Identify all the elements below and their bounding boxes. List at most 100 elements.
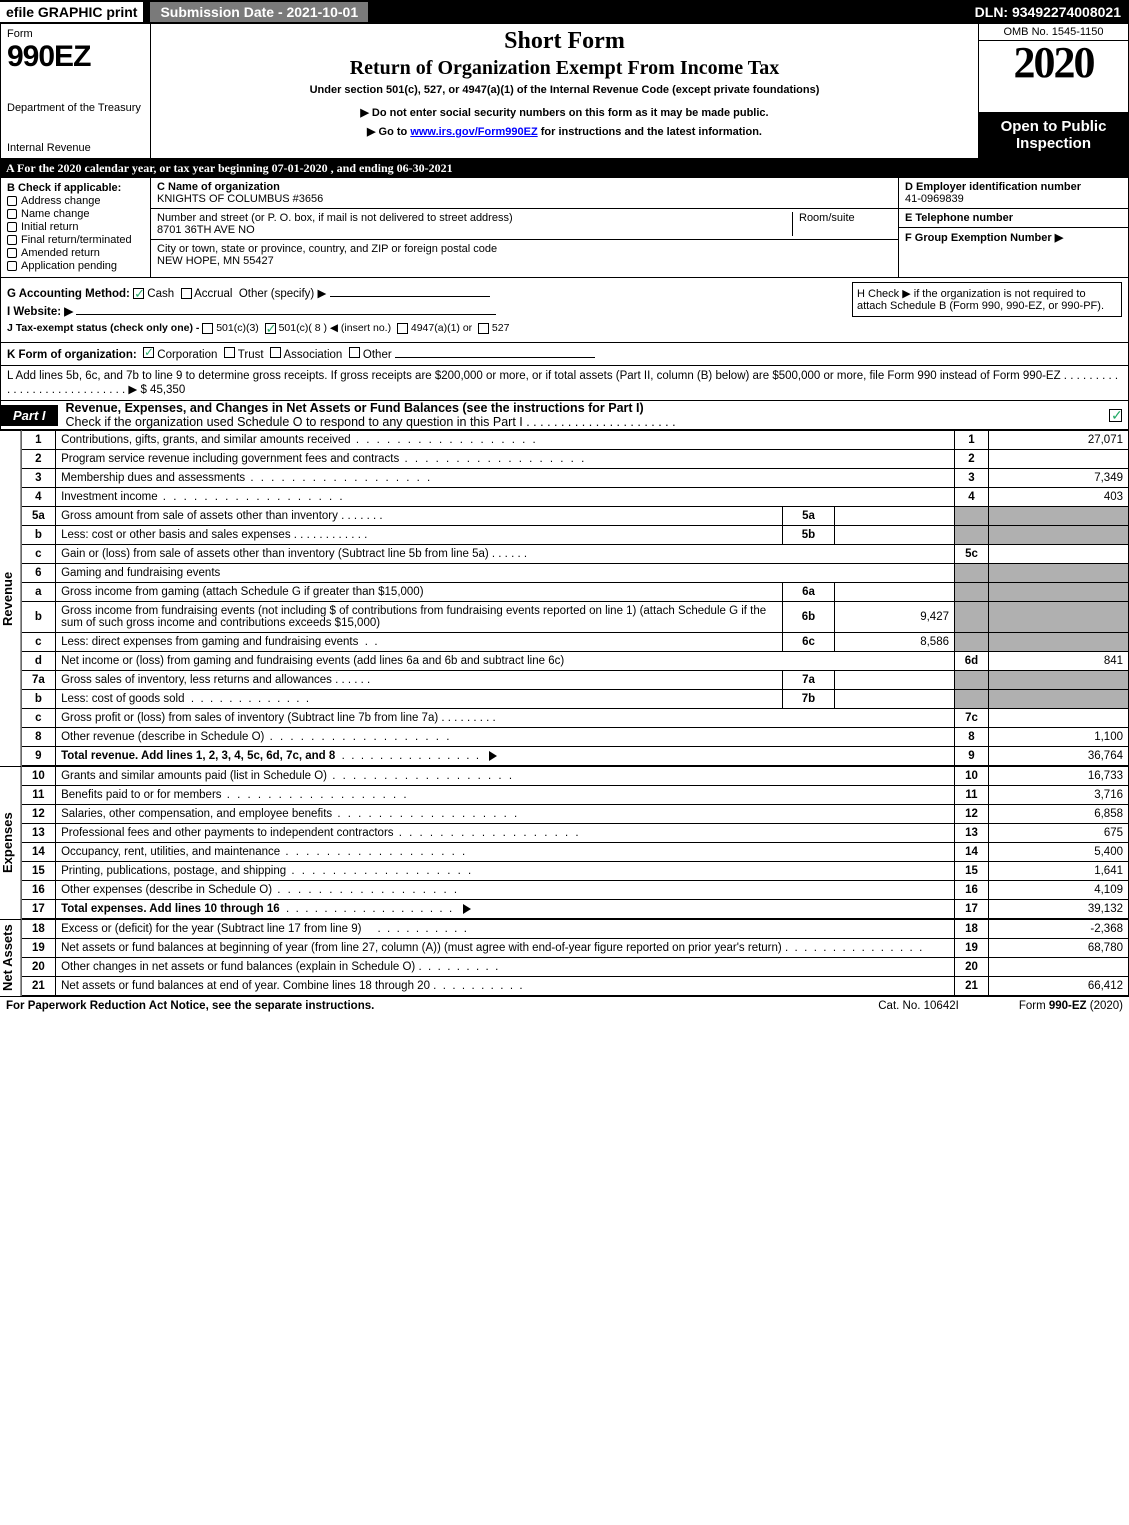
row-ghi: H Check ▶ if the organization is not req…: [0, 278, 1129, 343]
shade-cell: [955, 564, 989, 583]
line-ref: 2: [955, 450, 989, 469]
sub-ref: 6a: [783, 583, 835, 602]
sub-amount: [835, 583, 955, 602]
line-ref: 3: [955, 469, 989, 488]
shade-cell: [989, 507, 1129, 526]
line-amount: 39,132: [989, 900, 1129, 919]
line-num: 20: [22, 958, 56, 977]
header-left: Form 990EZ Department of the Treasury In…: [1, 24, 151, 158]
line-ref: 8: [955, 728, 989, 747]
line-num: 9: [22, 747, 56, 766]
chk-address-change[interactable]: Address change: [7, 195, 144, 207]
dept-treasury: Department of the Treasury: [7, 102, 144, 114]
line-num: b: [22, 526, 56, 545]
chk-label: Application pending: [21, 260, 117, 272]
line-7c: cGross profit or (loss) from sales of in…: [22, 709, 1129, 728]
line-6d: dNet income or (loss) from gaming and fu…: [22, 652, 1129, 671]
chk-501c[interactable]: [265, 323, 276, 334]
chk-label: Initial return: [21, 221, 78, 233]
line-num: c: [22, 545, 56, 564]
line-num: 5a: [22, 507, 56, 526]
chk-association[interactable]: [270, 347, 281, 358]
revenue-section: Revenue 1Contributions, gifts, grants, a…: [0, 430, 1129, 766]
line-20: 20Other changes in net assets or fund ba…: [22, 958, 1129, 977]
chk-final-return[interactable]: Final return/terminated: [7, 234, 144, 246]
line-ref: 9: [955, 747, 989, 766]
line-desc: Grants and similar amounts paid (list in…: [61, 770, 327, 782]
cash-label: Cash: [147, 288, 174, 300]
footer-form-pre: Form: [1019, 1000, 1049, 1012]
checkbox-icon: [7, 209, 17, 219]
corp-label: Corporation: [157, 349, 217, 361]
assoc-label: Association: [284, 349, 343, 361]
chk-schedule-o[interactable]: [1109, 409, 1122, 422]
line-13: 13 Professional fees and other payments t…: [22, 824, 1129, 843]
footer-form-ref: Form 990-EZ (2020): [1019, 1000, 1123, 1012]
line-num: 10: [22, 767, 56, 786]
line-desc: Gross income from gaming (attach Schedul…: [56, 583, 783, 602]
line-num: 12: [22, 805, 56, 824]
accrual-label: Accrual: [194, 288, 232, 300]
checkbox-icon: [7, 248, 17, 258]
row-a-text: A For the 2020 calendar year, or tax yea…: [6, 161, 453, 175]
page-footer: For Paperwork Reduction Act Notice, see …: [0, 996, 1129, 1015]
org-address: 8701 36TH AVE NO: [157, 224, 792, 236]
line-desc: Gross amount from sale of assets other t…: [61, 510, 338, 522]
chk-accrual[interactable]: [181, 288, 192, 299]
shade-cell: [955, 602, 989, 633]
line-6a: aGross income from gaming (attach Schedu…: [22, 583, 1129, 602]
chk-trust[interactable]: [224, 347, 235, 358]
chk-name-change[interactable]: Name change: [7, 208, 144, 220]
sub-ref: 7a: [783, 671, 835, 690]
ein-row: D Employer identification number 41-0969…: [899, 178, 1128, 209]
line-ref: 6d: [955, 652, 989, 671]
chk-corporation[interactable]: ✓: [143, 347, 154, 358]
line-desc: Gross sales of inventory, less returns a…: [61, 674, 332, 686]
form-header: Form 990EZ Department of the Treasury In…: [0, 24, 1129, 159]
chk-label: Name change: [21, 208, 90, 220]
other-line: [395, 357, 595, 358]
col-b-title: B Check if applicable:: [7, 182, 144, 194]
line-amount: [989, 709, 1129, 728]
chk-other[interactable]: [349, 347, 360, 358]
line-desc: Professional fees and other payments to …: [61, 827, 393, 839]
sub-amount: [835, 690, 955, 709]
chk-4947[interactable]: [397, 323, 408, 334]
h-schedule-b-box: H Check ▶ if the organization is not req…: [852, 282, 1122, 317]
chk-amended-return[interactable]: Amended return: [7, 247, 144, 259]
shade-cell: [955, 526, 989, 545]
chk-527[interactable]: [478, 323, 489, 334]
other-label: Other: [363, 349, 392, 361]
line-desc: Gain or (loss) from sale of assets other…: [61, 548, 489, 560]
line-num: d: [22, 652, 56, 671]
line-amount: 1,641: [989, 862, 1129, 881]
org-city-row: City or town, state or province, country…: [151, 240, 898, 270]
shade-cell: [989, 690, 1129, 709]
line-8: 8Other revenue (describe in Schedule O)8…: [22, 728, 1129, 747]
line-amount: 27,071: [989, 431, 1129, 450]
sub-ref: 5a: [783, 507, 835, 526]
chk-501c3[interactable]: [202, 323, 213, 334]
line-7b: bLess: cost of goods sold . . . . . . . …: [22, 690, 1129, 709]
shade-cell: [989, 671, 1129, 690]
chk-application-pending[interactable]: Application pending: [7, 260, 144, 272]
line-amount: 66,412: [989, 977, 1129, 996]
header-middle: Short Form Return of Organization Exempt…: [151, 24, 978, 158]
footer-form-num: 990-EZ: [1049, 1000, 1087, 1012]
line-5c: c Gain or (loss) from sale of assets othe…: [22, 545, 1129, 564]
irs-link[interactable]: www.irs.gov/Form990EZ: [410, 126, 537, 138]
line-num: 17: [22, 900, 56, 919]
h-text: H Check ▶ if the organization is not req…: [857, 288, 1104, 312]
line-amount: 4,109: [989, 881, 1129, 900]
tel-label: E Telephone number: [905, 212, 1122, 224]
line-ref: 7c: [955, 709, 989, 728]
line-12: 12Salaries, other compensation, and empl…: [22, 805, 1129, 824]
chk-cash[interactable]: [133, 288, 144, 299]
subtitle: Under section 501(c), 527, or 4947(a)(1)…: [159, 84, 970, 96]
title-main: Return of Organization Exempt From Incom…: [159, 57, 970, 80]
chk-initial-return[interactable]: Initial return: [7, 221, 144, 233]
room-suite-label: Room/suite: [792, 212, 892, 236]
line-ref: 15: [955, 862, 989, 881]
netassets-section: Net Assets 18Excess or (deficit) for the…: [0, 919, 1129, 996]
line-num: 13: [22, 824, 56, 843]
